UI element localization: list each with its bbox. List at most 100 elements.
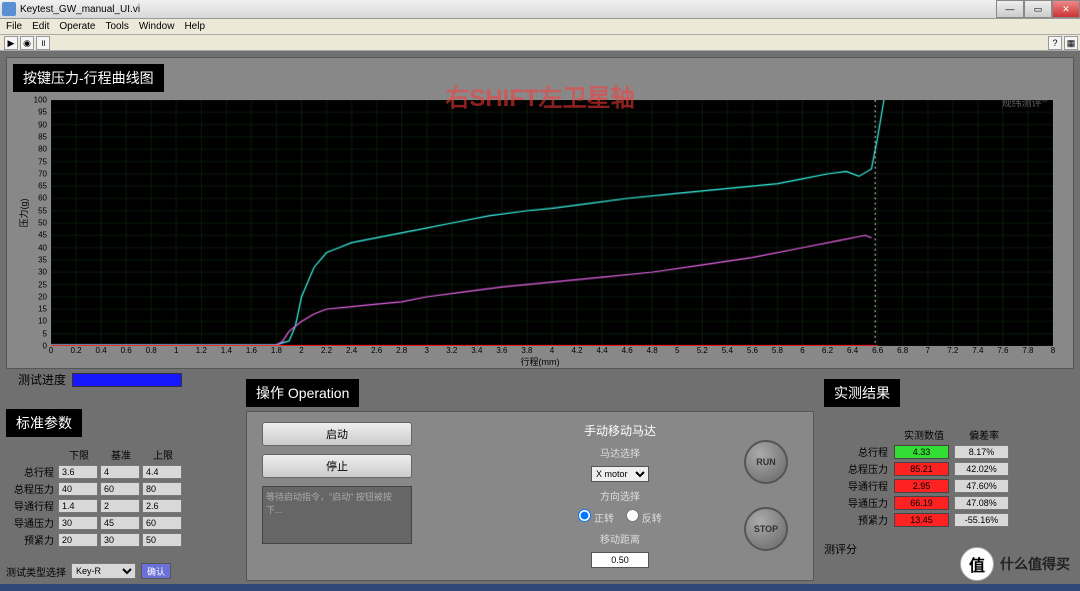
watermark: 值 什么值得买 (960, 547, 1070, 581)
std-base-input[interactable] (100, 482, 140, 496)
res-row-label: 导通行程 (824, 478, 894, 493)
std-row-label: 导通压力 (6, 515, 58, 530)
std-low-input[interactable] (58, 465, 98, 479)
res-row: 导通压力 66.19 47.08% (824, 495, 1074, 510)
menu-window[interactable]: Window (139, 21, 175, 32)
res-value: 85.21 (894, 462, 949, 476)
chart-title: 按键压力-行程曲线图 (13, 64, 164, 92)
std-row-label: 导通行程 (6, 498, 58, 513)
std-low-input[interactable] (58, 482, 98, 496)
manual-title: 手动移动马达 (437, 422, 803, 439)
statusbar (0, 584, 1080, 591)
std-up-input[interactable] (142, 516, 182, 530)
log-box: 等待启动指令，"启动" 按钮被按下... (262, 486, 412, 544)
maximize-button[interactable]: ▭ (1024, 0, 1052, 18)
std-up-input[interactable] (142, 465, 182, 479)
std-hdr-base: 基准 (100, 447, 142, 462)
menu-tools[interactable]: Tools (106, 21, 129, 32)
y-axis: 0510152025303540455055606570758085909510… (25, 100, 49, 346)
std-base-input[interactable] (100, 499, 140, 513)
help-icon[interactable]: ? (1048, 36, 1062, 50)
window-titlebar: Keytest_GW_manual_UI.vi — ▭ ✕ (0, 0, 1080, 19)
std-low-input[interactable] (58, 533, 98, 547)
close-button[interactable]: ✕ (1052, 0, 1080, 18)
std-row: 预紧力 (6, 532, 236, 547)
menu-edit[interactable]: Edit (32, 21, 49, 32)
watermark-text: 什么值得买 (1000, 554, 1070, 574)
type-select[interactable]: Key-R (71, 563, 136, 579)
menu-file[interactable]: File (6, 21, 22, 32)
res-row: 总程压力 85.21 42.02% (824, 461, 1074, 476)
std-up-input[interactable] (142, 482, 182, 496)
std-row: 导通行程 (6, 498, 236, 513)
minimize-button[interactable]: — (996, 0, 1024, 18)
std-row: 总行程 (6, 464, 236, 479)
app-icon (2, 2, 16, 16)
res-row: 导通行程 2.95 47.60% (824, 478, 1074, 493)
menu-bar: File Edit Operate Tools Window Help (0, 19, 1080, 35)
std-base-input[interactable] (100, 533, 140, 547)
res-hdr-val: 实测数值 (894, 427, 954, 442)
dist-label: 移动距离 (600, 531, 640, 546)
progress-label: 测试进度 (18, 371, 66, 388)
pause-icon[interactable]: ॥ (36, 36, 50, 50)
res-offset: 8.17% (954, 445, 1009, 459)
abort-icon[interactable]: ◉ (20, 36, 34, 50)
res-title: 实测结果 (824, 379, 900, 407)
stop-button[interactable]: 停止 (262, 454, 412, 478)
std-title: 标准参数 (6, 409, 82, 437)
std-base-input[interactable] (100, 465, 140, 479)
type-label: 测试类型选择 (6, 564, 66, 579)
res-offset: -55.16% (954, 513, 1009, 527)
op-title: 操作 Operation (246, 379, 359, 407)
run-vi-icon[interactable]: ▶ (4, 36, 18, 50)
res-row-label: 预紧力 (824, 512, 894, 527)
std-up-input[interactable] (142, 499, 182, 513)
res-offset: 47.60% (954, 479, 1009, 493)
std-up-input[interactable] (142, 533, 182, 547)
menu-help[interactable]: Help (184, 21, 205, 32)
std-low-input[interactable] (58, 516, 98, 530)
res-value: 13.45 (894, 513, 949, 527)
std-hdr-low: 下限 (58, 447, 100, 462)
chart-overlay-text: 右SHIFT左卫星轴 (445, 78, 634, 113)
std-hdr-up: 上限 (142, 447, 184, 462)
dist-input[interactable] (591, 552, 649, 568)
std-row-label: 总行程 (6, 464, 58, 479)
watermark-icon: 值 (960, 547, 994, 581)
res-row: 预紧力 13.45 -55.16% (824, 512, 1074, 527)
stop-round-button[interactable]: STOP (744, 507, 788, 551)
brand-logo: ⌢W⌣ 规纬测评® (994, 68, 1055, 110)
std-row: 导通压力 (6, 515, 236, 530)
std-row-label: 总程压力 (6, 481, 58, 496)
res-offset: 47.08% (954, 496, 1009, 510)
dir-fwd-radio[interactable]: 正转 (578, 509, 614, 525)
progress-row: 测试进度 (18, 371, 182, 388)
run-button[interactable]: RUN (744, 440, 788, 484)
standard-params-panel: 标准参数 下限 基准 上限 总行程 总程压力 导通行程 导通压力 预紧力 (6, 379, 236, 579)
res-value: 4.33 (894, 445, 949, 459)
std-row-label: 预紧力 (6, 532, 58, 547)
context-icon[interactable]: ▦ (1064, 36, 1078, 50)
x-axis-label: 行程(mm) (521, 355, 560, 368)
res-row: 总行程 4.33 8.17% (824, 444, 1074, 459)
dir-rev-radio[interactable]: 反转 (626, 509, 662, 525)
menu-operate[interactable]: Operate (59, 21, 95, 32)
toolbar: ▶ ◉ ॥ ? ▦ (0, 35, 1080, 51)
type-confirm-button[interactable]: 确认 (141, 563, 171, 579)
workspace: 按键压力-行程曲线图 右SHIFT左卫星轴 ⌢W⌣ 规纬测评® 压力(g) 05… (0, 51, 1080, 584)
score-label: 测评分 (824, 541, 857, 557)
start-button[interactable]: 启动 (262, 422, 412, 446)
res-offset: 42.02% (954, 462, 1009, 476)
operation-panel: 操作 Operation 启动 停止 等待启动指令，"启动" 按钮被按下... … (246, 379, 814, 579)
chart-panel: 按键压力-行程曲线图 右SHIFT左卫星轴 ⌢W⌣ 规纬测评® 压力(g) 05… (6, 57, 1074, 369)
motor-label: 马达选择 (600, 445, 640, 460)
res-row-label: 导通压力 (824, 495, 894, 510)
res-value: 66.19 (894, 496, 949, 510)
std-base-input[interactable] (100, 516, 140, 530)
motor-select[interactable]: X motor (591, 466, 649, 482)
std-low-input[interactable] (58, 499, 98, 513)
res-row-label: 总程压力 (824, 461, 894, 476)
dir-label: 方向选择 (600, 488, 640, 503)
progress-bar (72, 373, 182, 387)
